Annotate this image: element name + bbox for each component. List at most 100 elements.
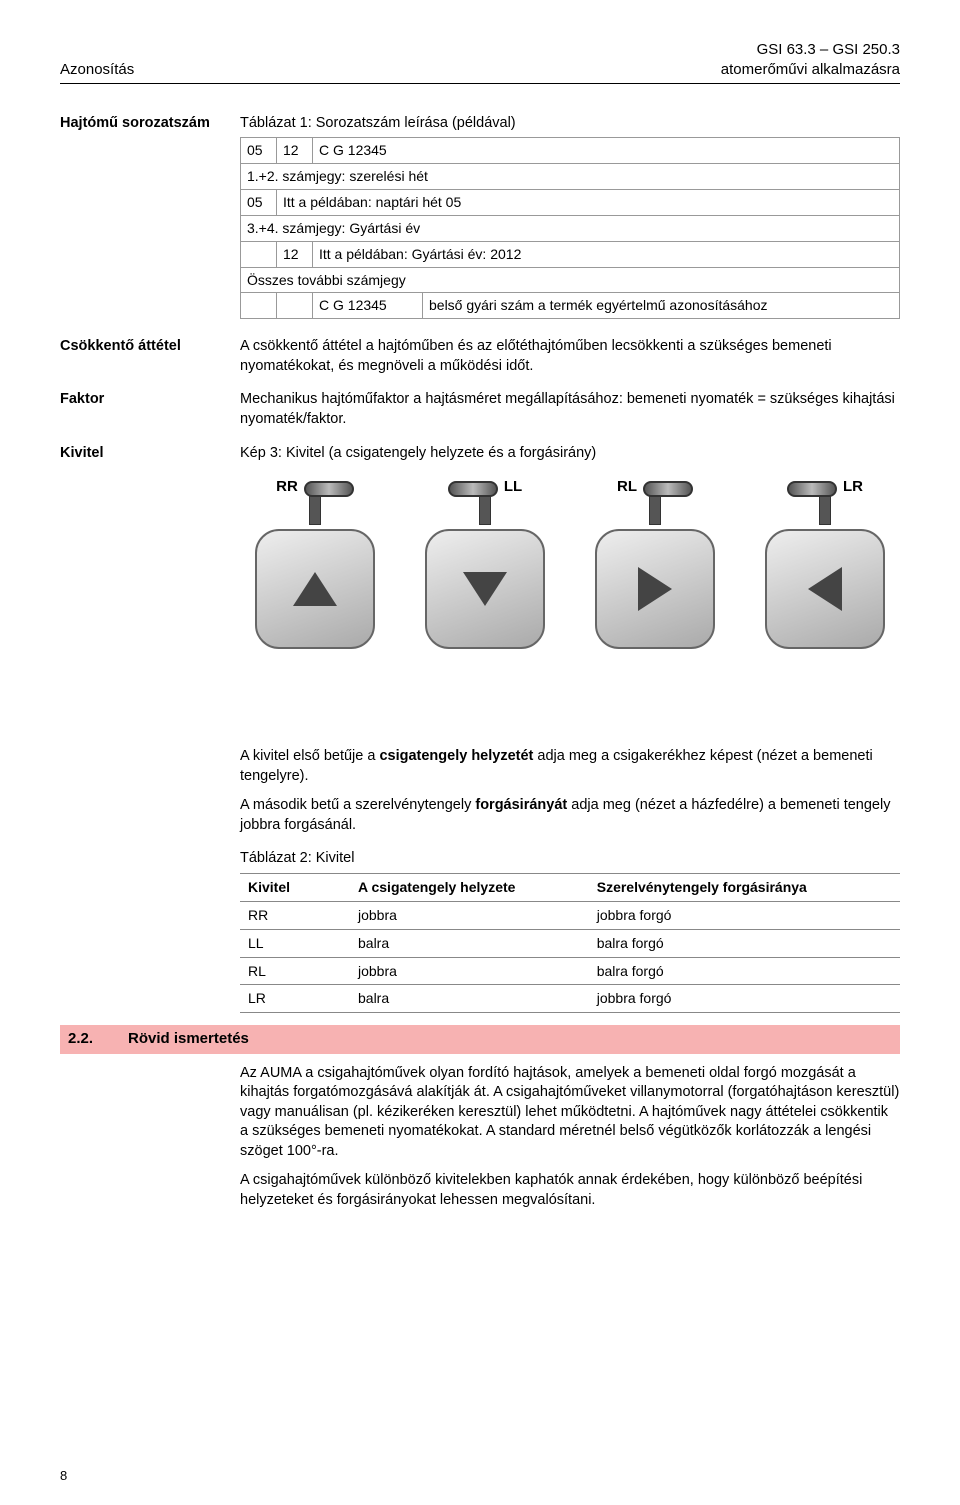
device-body-icon xyxy=(425,529,545,649)
term-label-sorozatszam: Hajtómű sorozatszám xyxy=(60,114,240,134)
cell: C G 12345 xyxy=(313,293,423,319)
cell: 05 xyxy=(241,138,277,164)
device-body-icon xyxy=(765,529,885,649)
section-bar-2-2: 2.2. Rövid ismertetés xyxy=(60,1025,900,1053)
device-top-rr: RR xyxy=(276,477,354,497)
cell: RR xyxy=(240,901,350,929)
device-label: RR xyxy=(276,477,298,497)
cell: jobbra forgó xyxy=(589,985,900,1013)
device-top-lr: LR xyxy=(787,477,863,497)
table-row: RL jobbra balra forgó xyxy=(240,957,900,985)
cell: belső gyári szám a termék egyértelmű azo… xyxy=(423,293,900,319)
cell-empty xyxy=(241,293,277,319)
device-body-icon xyxy=(255,529,375,649)
cell: balra forgó xyxy=(589,929,900,957)
col-header: Szerelvénytengely forgásiránya xyxy=(589,873,900,901)
cell: 05 xyxy=(241,189,277,215)
cell: 3.+4. számjegy: Gyártási év xyxy=(241,215,900,241)
col-header: Kivitel xyxy=(240,873,350,901)
shaft-icon xyxy=(479,495,491,525)
cell: jobbra forgó xyxy=(589,901,900,929)
text: A kivitel első betűje a xyxy=(240,748,379,764)
handwheel-icon xyxy=(643,481,693,497)
cell: LL xyxy=(240,929,350,957)
para-kivitel-1: A kivitel első betűje a csigatengely hel… xyxy=(240,747,900,786)
term-label-kivitel: Kivitel xyxy=(60,444,240,464)
cell: balra xyxy=(350,929,589,957)
device-top-ll: LL xyxy=(448,477,522,497)
device-label: LL xyxy=(504,477,522,497)
device-label: LR xyxy=(843,477,863,497)
table2-caption: Táblázat 2: Kivitel xyxy=(240,849,900,869)
device-rr: RR xyxy=(245,477,385,649)
cell: jobbra xyxy=(350,901,589,929)
table-sorozatszam: 05 12 C G 12345 1.+2. számjegy: szerelés… xyxy=(240,137,900,319)
table-row: 05 Itt a példában: naptári hét 05 xyxy=(241,189,900,215)
figure-kivitel: RR LL RL xyxy=(240,477,900,727)
handwheel-icon xyxy=(787,481,837,497)
section-para-1: Az AUMA a csigahajtóművek olyan fordító … xyxy=(240,1064,900,1162)
cell: LR xyxy=(240,985,350,1013)
page-number: 8 xyxy=(60,1467,67,1485)
shaft-icon xyxy=(309,495,321,525)
term-body-sorozatszam: Táblázat 1: Sorozatszám leírása (példáva… xyxy=(240,114,900,324)
device-rl: RL xyxy=(585,477,725,649)
table-row: RR jobbra jobbra forgó xyxy=(240,901,900,929)
section-para-2: A csigahajtóművek különböző kivitelekben… xyxy=(240,1171,900,1210)
cell: Összes további számjegy xyxy=(241,267,900,293)
header-right: GSI 63.3 – GSI 250.3 atomerőművi alkalma… xyxy=(721,40,900,81)
cell: RL xyxy=(240,957,350,985)
term-body-kivitel: Kép 3: Kivitel (a csigatengely helyzete … xyxy=(240,444,900,464)
handwheel-icon xyxy=(304,481,354,497)
cell: Itt a példában: Gyártási év: 2012 xyxy=(313,241,900,267)
triangle-icon xyxy=(638,567,672,611)
cell: 12 xyxy=(277,241,313,267)
cell: 1.+2. számjegy: szerelési hét xyxy=(241,163,900,189)
page-header: Azonosítás GSI 63.3 – GSI 250.3 atomerőm… xyxy=(60,40,900,84)
text: A második betű a szerelvénytengely xyxy=(240,797,475,813)
table-row: 05 12 C G 12345 xyxy=(241,138,900,164)
cell: balra forgó xyxy=(589,957,900,985)
table-row: LL balra balra forgó xyxy=(240,929,900,957)
table-row: Kivitel A csigatengely helyzete Szerelvé… xyxy=(240,873,900,901)
term-csokkento: Csökkentő áttétel A csökkentő áttétel a … xyxy=(60,337,900,376)
cell-empty xyxy=(241,241,277,267)
table-row: 1.+2. számjegy: szerelési hét xyxy=(241,163,900,189)
term-body-faktor: Mechanikus hajtóműfaktor a hajtásméret m… xyxy=(240,390,900,429)
device-ll: LL xyxy=(415,477,555,649)
table1-caption: Táblázat 1: Sorozatszám leírása (példáva… xyxy=(240,114,900,134)
cell: Itt a példában: naptári hét 05 xyxy=(277,189,900,215)
para-kivitel-2: A második betű a szerelvénytengely forgá… xyxy=(240,796,900,835)
shaft-icon xyxy=(819,495,831,525)
cell: 12 xyxy=(277,138,313,164)
device-lr: LR xyxy=(755,477,895,649)
table-kivitel: Kivitel A csigatengely helyzete Szerelvé… xyxy=(240,873,900,1013)
cell: balra xyxy=(350,985,589,1013)
bold-text: forgásirányát xyxy=(475,797,567,813)
triangle-icon xyxy=(293,572,337,606)
term-label-csokkento: Csökkentő áttétel xyxy=(60,337,240,357)
term-body-csokkento: A csökkentő áttétel a hajtóműben és az e… xyxy=(240,337,900,376)
cell: jobbra xyxy=(350,957,589,985)
triangle-icon xyxy=(808,567,842,611)
device-label: RL xyxy=(617,477,637,497)
table-row: 12 Itt a példában: Gyártási év: 2012 xyxy=(241,241,900,267)
handwheel-icon xyxy=(448,481,498,497)
term-sorozatszam: Hajtómű sorozatszám Táblázat 1: Sorozats… xyxy=(60,114,900,324)
table-row: Összes további számjegy xyxy=(241,267,900,293)
term-label-faktor: Faktor xyxy=(60,390,240,410)
section-body: Az AUMA a csigahajtóművek olyan fordító … xyxy=(240,1064,900,1211)
section-title: Rövid ismertetés xyxy=(128,1029,249,1049)
cell: C G 12345 xyxy=(313,138,900,164)
header-left: Azonosítás xyxy=(60,60,134,80)
term-kivitel: Kivitel Kép 3: Kivitel (a csigatengely h… xyxy=(60,444,900,464)
col-header: A csigatengely helyzete xyxy=(350,873,589,901)
cell-empty xyxy=(277,293,313,319)
table-row: 3.+4. számjegy: Gyártási év xyxy=(241,215,900,241)
figure-wrapper: RR LL RL xyxy=(240,477,900,1013)
header-right-line2: atomerőművi alkalmazásra xyxy=(721,60,900,80)
section-number: 2.2. xyxy=(68,1029,128,1049)
bold-text: csigatengely helyzetét xyxy=(379,748,533,764)
device-body-icon xyxy=(595,529,715,649)
triangle-icon xyxy=(463,572,507,606)
